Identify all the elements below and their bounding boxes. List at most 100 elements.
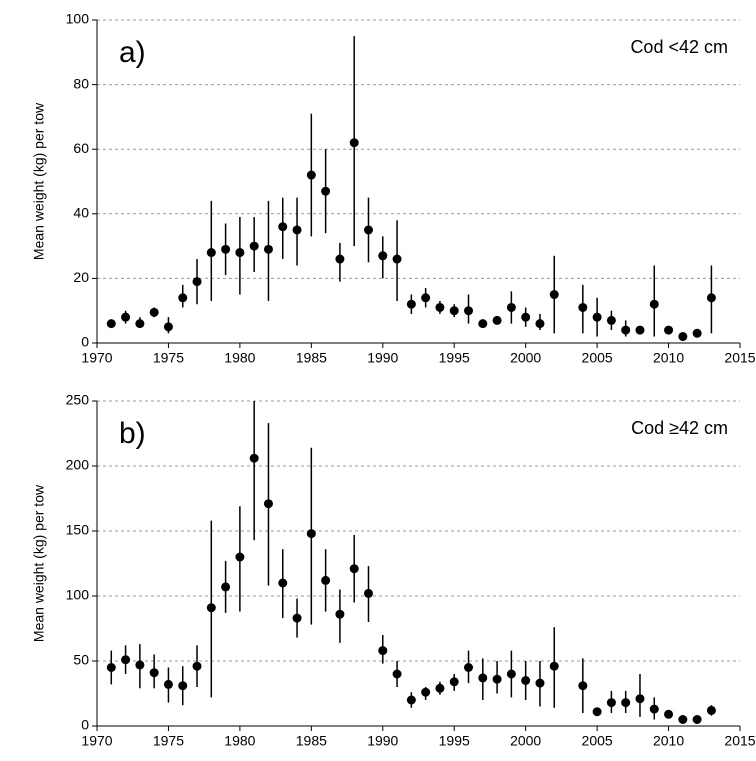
point: [578, 302, 588, 312]
point: [535, 319, 545, 329]
y-tick-label: 0: [81, 717, 89, 733]
point: [192, 277, 202, 287]
y-tick-label: 200: [66, 457, 90, 473]
point: [321, 575, 331, 585]
y-tick-label: 60: [73, 140, 89, 156]
point: [549, 290, 559, 300]
point: [235, 248, 245, 258]
point: [492, 315, 502, 325]
point: [549, 661, 559, 671]
point: [649, 299, 659, 309]
x-tick-label: 2010: [653, 733, 684, 749]
point: [278, 222, 288, 232]
point: [378, 251, 388, 261]
x-tick-label: 1995: [439, 733, 470, 749]
point: [206, 248, 216, 258]
point: [249, 241, 259, 251]
point: [349, 138, 359, 148]
y-tick-label: 100: [66, 587, 90, 603]
x-tick-label: 2015: [724, 733, 755, 749]
point: [678, 332, 688, 342]
y-axis-label: Mean weight (kg) per tow: [31, 102, 47, 260]
point: [235, 552, 245, 562]
x-tick-label: 1970: [81, 350, 112, 366]
x-tick-label: 2000: [510, 350, 541, 366]
point: [435, 683, 445, 693]
point: [106, 319, 116, 329]
x-tick-label: 2000: [510, 733, 541, 749]
point: [378, 646, 388, 656]
x-tick-label: 1980: [224, 350, 255, 366]
point: [363, 225, 373, 235]
point: [621, 325, 631, 335]
point: [521, 312, 531, 322]
point: [192, 661, 202, 671]
x-tick-label: 1980: [224, 733, 255, 749]
point: [392, 669, 402, 679]
point: [221, 582, 231, 592]
point: [492, 674, 502, 684]
point: [263, 244, 273, 254]
x-tick-label: 2010: [653, 350, 684, 366]
point: [421, 687, 431, 697]
point: [306, 170, 316, 180]
point: [664, 325, 674, 335]
x-tick-label: 1975: [153, 350, 184, 366]
annotation: Cod <42 cm: [630, 37, 728, 57]
point: [706, 293, 716, 303]
point: [678, 715, 688, 724]
x-tick-label: 1970: [81, 733, 112, 749]
point: [435, 302, 445, 312]
point: [478, 673, 488, 683]
point: [606, 315, 616, 325]
point: [406, 299, 416, 309]
point: [263, 499, 273, 509]
point: [135, 319, 145, 329]
point: [692, 715, 702, 724]
point: [535, 678, 545, 688]
point: [178, 293, 188, 303]
x-tick-label: 1985: [296, 350, 327, 366]
point: [149, 668, 159, 678]
y-tick-label: 250: [66, 392, 90, 408]
point: [506, 669, 516, 679]
point: [335, 254, 345, 264]
y-axis-label: Mean weight (kg) per tow: [31, 484, 47, 642]
annotation: Cod ≥42 cm: [631, 418, 728, 438]
point: [221, 244, 231, 254]
point: [506, 302, 516, 312]
point: [349, 564, 359, 574]
x-tick-label: 1975: [153, 733, 184, 749]
y-tick-label: 150: [66, 522, 90, 538]
point: [121, 312, 131, 322]
x-tick-label: 2005: [582, 350, 613, 366]
point: [621, 698, 631, 708]
point: [649, 704, 659, 714]
point: [292, 613, 302, 623]
panel-label: a): [119, 36, 146, 69]
x-tick-label: 1990: [367, 733, 398, 749]
point: [163, 322, 173, 332]
point: [149, 307, 159, 317]
point: [335, 609, 345, 619]
y-tick-label: 100: [66, 11, 90, 27]
point: [464, 306, 474, 316]
point: [292, 225, 302, 235]
point: [321, 186, 331, 196]
y-tick-label: 80: [73, 75, 89, 91]
point: [692, 328, 702, 338]
point: [406, 695, 416, 705]
point: [206, 603, 216, 613]
y-tick-label: 0: [81, 334, 89, 350]
point: [464, 663, 474, 672]
point: [664, 709, 674, 719]
point: [592, 707, 602, 717]
point: [478, 319, 488, 329]
point: [363, 588, 373, 598]
y-tick-label: 40: [73, 205, 89, 221]
point: [592, 312, 602, 322]
x-tick-label: 2015: [724, 350, 755, 366]
point: [635, 694, 645, 704]
panel-label: b): [119, 417, 146, 450]
